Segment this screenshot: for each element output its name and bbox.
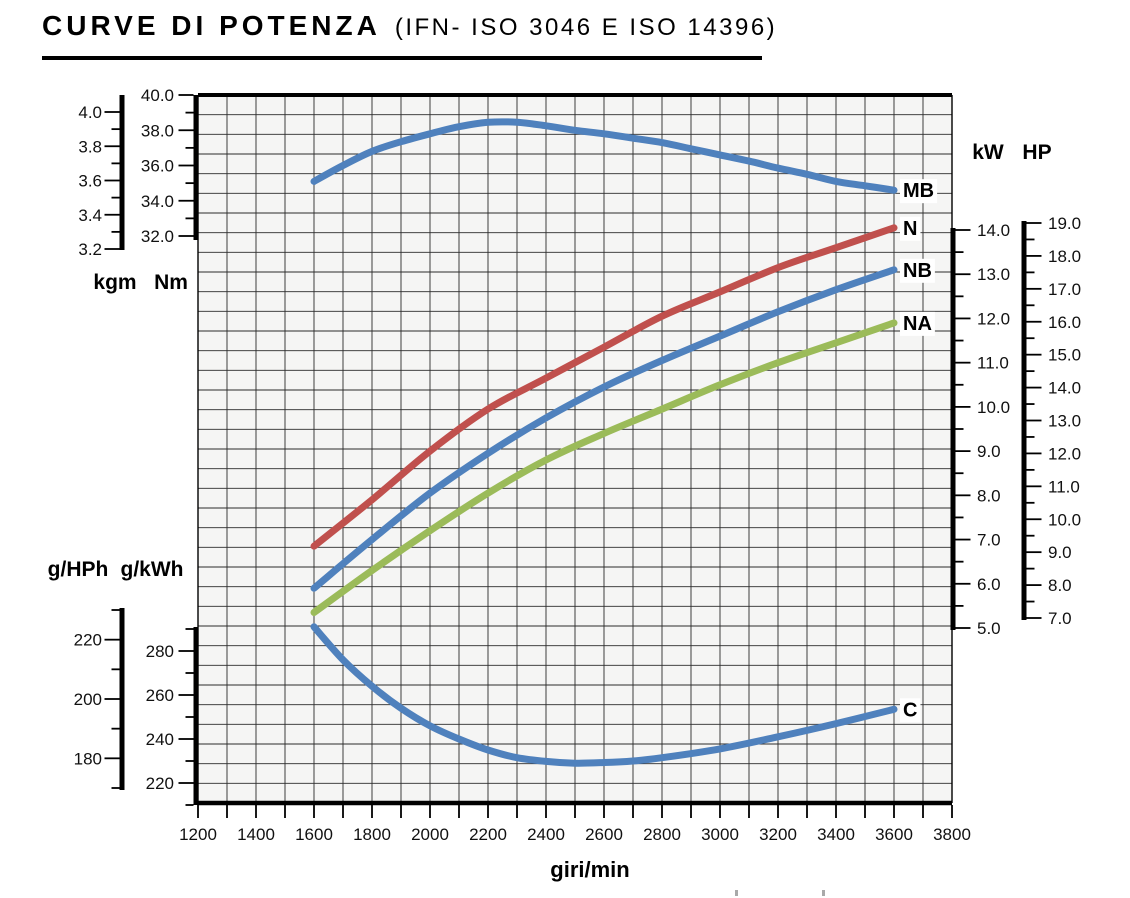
nm-tick-label: 36.0 — [141, 157, 174, 176]
hp-tick-label: 7.0 — [1048, 609, 1072, 628]
hp-tick-label: 17.0 — [1048, 280, 1081, 299]
gkwh-axis-bar — [193, 627, 199, 805]
gkwh-unit-label: g/kWh — [121, 558, 184, 581]
hp-tick-label: 8.0 — [1048, 576, 1072, 595]
rpm-tick-label: 3600 — [875, 825, 913, 844]
kw-tick-label: 9.0 — [977, 442, 1001, 461]
curve-NA — [310, 319, 898, 616]
ghph-tick-label: 180 — [74, 749, 102, 768]
hp-axis-bar — [1021, 221, 1027, 620]
curve-label-N: N — [900, 216, 921, 241]
page-subtitle: (IFN- ISO 3046 E ISO 14396) — [394, 14, 778, 41]
curve-label-C: C — [900, 698, 921, 723]
page-title: CURVE DI POTENZA — [42, 10, 381, 41]
hp-tick-label: 14.0 — [1048, 379, 1081, 398]
rpm-tick-label: 2600 — [585, 825, 623, 844]
kgm-tick-label: 3.6 — [78, 172, 102, 191]
axis-kw: 5.0 6.0 7.0 8.0 9.0 10.0 11.0 12.0 13.0 14.0 kW — [950, 141, 1010, 638]
curve-N — [310, 224, 898, 550]
kw-tick-label: 10.0 — [977, 398, 1010, 417]
title-rule — [42, 56, 762, 60]
curve-label-MB: MB — [900, 179, 938, 204]
curve-C — [310, 623, 898, 767]
rpm-tick-label: 1800 — [353, 825, 391, 844]
hp-tick-label: 13.0 — [1048, 412, 1081, 431]
nm-unit-label: Nm — [154, 271, 188, 294]
kw-tick-label: 6.0 — [977, 575, 1001, 594]
kw-tick-label: 11.0 — [977, 354, 1009, 373]
kgm-tick-label: 3.8 — [78, 137, 102, 156]
kw-tick-label: 5.0 — [977, 619, 1001, 638]
kgm-tick-label: 3.2 — [78, 240, 102, 259]
axis-nm: 32.0 34.0 36.0 38.0 40.0 Nm — [141, 86, 199, 294]
hp-tick-label: 11.0 — [1048, 477, 1080, 496]
axis-gkwh: 220 240 260 280 g/kWh — [121, 558, 199, 806]
curve-label-text-NB: NB — [903, 260, 932, 282]
ghph-tick-label: 220 — [74, 631, 102, 650]
nm-axis-bar — [193, 95, 199, 240]
rpm-tick-label: 1400 — [237, 825, 275, 844]
axis-hp: 7.0 8.0 9.0 10.0 11.0 12.0 13.0 14.0 15.0 16.0 17.… — [1021, 141, 1081, 628]
rpm-unit-label: giri/min — [550, 857, 629, 882]
kw-tick-label: 14.0 — [977, 221, 1010, 240]
rpm-tick-label: 2800 — [643, 825, 681, 844]
rpm-tick-label: 3200 — [759, 825, 797, 844]
nm-tick-label: 32.0 — [141, 227, 174, 246]
nm-tick-label: 40.0 — [141, 86, 174, 105]
cropped-text-artifact — [822, 890, 825, 896]
gkwh-tick-label: 220 — [146, 774, 174, 793]
page-title-line: CURVE DI POTENZA (IFN- ISO 3046 E ISO 14… — [42, 10, 802, 42]
hp-tick-label: 9.0 — [1048, 543, 1072, 562]
kgm-tick-label: 3.4 — [78, 206, 102, 225]
hp-tick-label: 10.0 — [1048, 510, 1081, 529]
curve-label-text-C: C — [903, 699, 917, 721]
ghph-unit-label: g/HPh — [48, 558, 109, 581]
rpm-tick-label: 3800 — [933, 825, 971, 844]
curve-label-NB: NB — [900, 258, 935, 283]
kw-tick-label: 7.0 — [977, 531, 1001, 550]
nm-tick-label: 34.0 — [141, 192, 174, 211]
hp-tick-label: 16.0 — [1048, 313, 1081, 332]
kgm-tick-label: 4.0 — [78, 103, 102, 122]
kgm-axis-bar — [119, 95, 125, 250]
axis-rpm: 1200 1400 1600 1800 2000 2200 2400 2600 2800 3000… — [179, 805, 971, 882]
kw-tick-label: 12.0 — [977, 309, 1010, 328]
nm-tick-label: 38.0 — [141, 121, 174, 140]
hp-tick-label: 18.0 — [1048, 247, 1081, 266]
axis-kgm: 3.2 3.4 3.6 3.8 4.0 kgm — [78, 95, 137, 294]
kw-tick-label: 8.0 — [977, 486, 1001, 505]
rpm-tick-label: 3000 — [701, 825, 739, 844]
ghph-axis-bar — [119, 608, 125, 790]
gkwh-tick-label: 280 — [146, 642, 174, 661]
rpm-tick-label: 2000 — [411, 825, 449, 844]
kgm-unit-label: kgm — [93, 271, 136, 294]
kw-axis-bar — [950, 228, 956, 630]
curve-MB — [310, 118, 898, 194]
curve-label-NA: NA — [900, 311, 935, 336]
ghph-tick-label: 200 — [74, 690, 102, 709]
hp-tick-label: 19.0 — [1048, 214, 1081, 233]
hp-tick-label: 12.0 — [1048, 444, 1081, 463]
rpm-tick-label: 1600 — [295, 825, 333, 844]
axis-ghph: 180 200 220 g/HPh — [48, 558, 125, 790]
curve-NB — [310, 266, 898, 592]
rpm-tick-label: 3400 — [817, 825, 855, 844]
hp-tick-label: 15.0 — [1048, 346, 1081, 365]
kw-tick-label: 13.0 — [977, 265, 1010, 284]
curve-label-text-NA: NA — [903, 313, 932, 335]
gkwh-tick-label: 260 — [146, 686, 174, 705]
rpm-tick-label: 2400 — [527, 825, 565, 844]
curve-label-text-N: N — [903, 218, 917, 240]
chart-header: CURVE DI POTENZA (IFN- ISO 3046 E ISO 14… — [42, 10, 802, 42]
hp-unit-label: HP — [1022, 141, 1051, 164]
rpm-tick-label: 1200 — [179, 825, 217, 844]
rpm-tick-label: 2200 — [469, 825, 507, 844]
kw-unit-label: kW — [972, 141, 1004, 164]
gkwh-tick-label: 240 — [146, 730, 174, 749]
curve-label-text-MB: MB — [903, 180, 934, 202]
cropped-text-artifact — [735, 890, 738, 896]
